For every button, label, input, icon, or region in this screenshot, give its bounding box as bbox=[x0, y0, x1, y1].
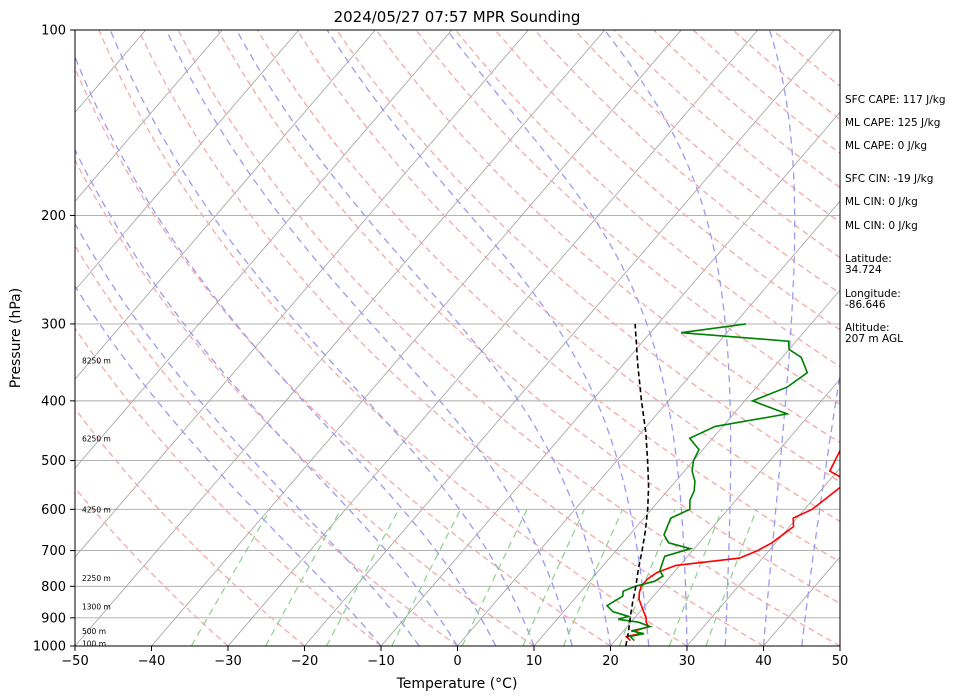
mixing-ratio-line bbox=[618, 509, 676, 646]
height-label: 100 m bbox=[82, 639, 106, 648]
isotherm-line bbox=[380, 111, 840, 646]
isotherm-line bbox=[75, 30, 606, 646]
isotherm-line bbox=[75, 30, 529, 558]
annotation-value: 34.724 bbox=[845, 264, 882, 276]
height-labels: 100 m 500 m 1300 m 2250 m 4250 m 6250 m 8250 m bbox=[82, 357, 111, 649]
height-label: 8250 m bbox=[82, 357, 111, 366]
moist-adiabat bbox=[801, 369, 840, 646]
dry-adiabat bbox=[454, 30, 840, 368]
moist-adiabat bbox=[165, 30, 573, 646]
isotherm-line bbox=[227, 30, 759, 646]
height-label: 1300 m bbox=[82, 602, 111, 611]
annotation-text: Longitude: bbox=[845, 288, 901, 300]
moist-adiabat bbox=[75, 284, 382, 646]
mixing-ratio-line bbox=[325, 509, 400, 646]
dry-adiabat bbox=[75, 486, 229, 646]
y-tick-label: 100 bbox=[41, 24, 66, 39]
mixing-ratio-line bbox=[668, 509, 723, 646]
dry-adiabat bbox=[137, 30, 764, 646]
dry-adiabat bbox=[75, 407, 305, 646]
y-axis-ticks: 1000 900 800 700 600 500 400 300 200 100 bbox=[33, 24, 75, 655]
height-label: 2250 m bbox=[82, 574, 111, 583]
mixing-ratio-line bbox=[562, 509, 624, 646]
dry-adiabat bbox=[75, 244, 458, 646]
isotherm-line bbox=[151, 30, 682, 646]
annotation-text: SFC CAPE: 117 J/kg bbox=[845, 94, 946, 106]
isotherm-line bbox=[75, 30, 223, 202]
y-tick-label: 900 bbox=[41, 611, 66, 626]
y-tick-label: 1000 bbox=[33, 640, 66, 655]
mixing-ratio-line bbox=[461, 509, 528, 646]
x-axis-ticks: −50 −40 −30 −20 −10 0 10 20 30 40 50 bbox=[61, 646, 848, 669]
y-tick-label: 300 bbox=[41, 317, 66, 332]
annotation-text: ML CAPE: 125 J/kg bbox=[845, 117, 940, 129]
moist-adiabat bbox=[75, 55, 497, 646]
isotherm-line bbox=[75, 30, 300, 291]
moist-adiabat bbox=[326, 30, 650, 646]
y-tick-label: 200 bbox=[41, 209, 66, 224]
dry-adiabat bbox=[415, 30, 840, 406]
y-tick-label: 700 bbox=[41, 544, 66, 559]
annotation-text: ML CIN: 0 J/kg bbox=[845, 196, 918, 208]
isotherm-line bbox=[304, 30, 835, 646]
moist-adiabat bbox=[604, 30, 732, 646]
temperature-profile bbox=[624, 387, 840, 642]
annotation-value: 207 m AGL bbox=[845, 333, 903, 345]
x-tick-label: −20 bbox=[291, 654, 318, 669]
isotherm-line bbox=[610, 378, 840, 646]
x-tick-label: 30 bbox=[679, 654, 696, 669]
x-tick-label: −10 bbox=[367, 654, 394, 669]
mixing-ratio-line bbox=[705, 509, 758, 646]
x-tick-label: 0 bbox=[453, 654, 461, 669]
isotherm-line bbox=[686, 467, 840, 646]
y-axis-label: Pressure (hPa) bbox=[8, 288, 24, 388]
mixing-ratio-line bbox=[265, 509, 342, 646]
moist-adiabat bbox=[75, 148, 459, 646]
annotation-text: ML CIN: 0 J/kg bbox=[845, 220, 918, 232]
height-label: 500 m bbox=[82, 627, 106, 636]
dry-adiabat bbox=[75, 158, 535, 646]
moist-adiabat bbox=[446, 30, 688, 646]
x-tick-label: 20 bbox=[602, 654, 619, 669]
x-tick-label: 10 bbox=[526, 654, 543, 669]
annotation-text: ML CAPE: 0 J/kg bbox=[845, 140, 927, 152]
parcel-path bbox=[625, 323, 650, 646]
annotation-text: SFC CIN: -19 J/kg bbox=[845, 173, 933, 185]
moist-adiabat bbox=[109, 30, 535, 646]
isotherm-line bbox=[75, 30, 453, 469]
mixing-ratio-line bbox=[190, 508, 271, 646]
chart-title: 2024/05/27 07:57 MPR Sounding bbox=[334, 8, 581, 26]
dry-adiabat bbox=[98, 30, 688, 646]
moist-adiabat bbox=[235, 30, 612, 646]
x-tick-label: 50 bbox=[832, 654, 849, 669]
y-tick-label: 500 bbox=[41, 454, 66, 469]
profile-lines bbox=[605, 323, 840, 646]
height-label: 4250 m bbox=[82, 505, 111, 514]
x-tick-label: −30 bbox=[214, 654, 241, 669]
isotherm-line bbox=[75, 30, 376, 380]
annotation-text: Altitude: bbox=[845, 322, 890, 334]
y-tick-label: 800 bbox=[41, 580, 66, 595]
x-axis-label: Temperature (°C) bbox=[396, 676, 518, 692]
isotherm-line bbox=[457, 200, 840, 646]
x-tick-label: −40 bbox=[138, 654, 165, 669]
dry-adiabat bbox=[494, 30, 840, 331]
x-tick-label: 40 bbox=[755, 654, 772, 669]
y-tick-label: 400 bbox=[41, 394, 66, 409]
mixing-ratio-line bbox=[522, 509, 585, 646]
isotherm-line bbox=[533, 289, 840, 646]
dewpoint-profile bbox=[605, 323, 809, 642]
height-label: 6250 m bbox=[82, 434, 111, 443]
moist-adiabat bbox=[762, 30, 796, 646]
annotation-value: -86.646 bbox=[845, 299, 886, 311]
background-lines bbox=[75, 30, 840, 646]
annotation-text: Latitude: bbox=[845, 253, 892, 265]
annotations: SFC CAPE: 117 J/kg ML CAPE: 125 J/kg ML CA… bbox=[845, 94, 946, 345]
mixing-ratio-line bbox=[391, 509, 462, 646]
y-tick-label: 600 bbox=[41, 503, 66, 518]
x-tick-label: −50 bbox=[61, 654, 88, 669]
moist-adiabat bbox=[75, 222, 420, 646]
